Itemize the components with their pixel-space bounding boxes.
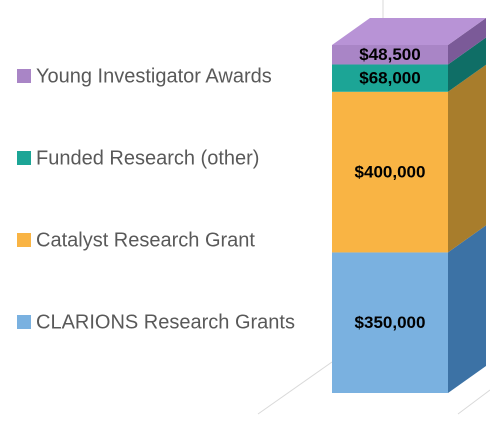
bar-side xyxy=(448,64,486,253)
legend-swatch xyxy=(17,233,31,247)
legend-label: Funded Research (other) xyxy=(36,147,259,169)
legend-label: Catalyst Research Grant xyxy=(36,229,255,251)
legend-swatch xyxy=(17,315,31,329)
bar-side xyxy=(448,18,486,65)
value-label: $350,000 xyxy=(355,313,426,332)
bar-side xyxy=(448,37,486,92)
bar-side xyxy=(448,225,486,393)
bar xyxy=(332,252,448,393)
value-label: $400,000 xyxy=(355,163,426,182)
legend-label: CLARIONS Research Grants xyxy=(36,311,295,333)
value-label: $48,500 xyxy=(359,45,420,64)
value-label: $68,000 xyxy=(359,69,420,88)
legend-label: Young Investigator Awards xyxy=(36,65,272,87)
bar-top xyxy=(332,18,486,45)
bar xyxy=(332,64,448,92)
bar xyxy=(332,91,448,253)
legend-swatch xyxy=(17,69,31,83)
bar xyxy=(332,45,448,65)
legend-swatch xyxy=(17,151,31,165)
